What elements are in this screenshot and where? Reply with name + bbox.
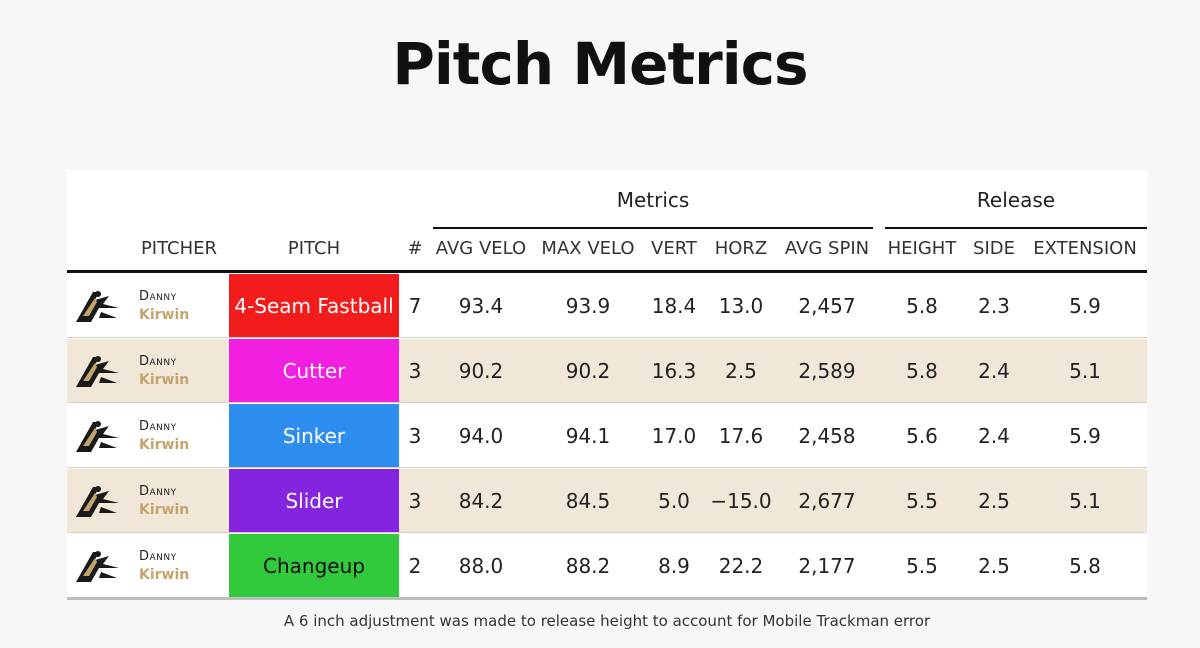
group-release-rule xyxy=(885,227,1147,229)
pitcher-first-name: Danny xyxy=(139,354,177,369)
col-height: HEIGHT xyxy=(887,238,957,259)
cell-extension: 5.9 xyxy=(1069,294,1101,318)
pitcher-first-name: Danny xyxy=(139,419,177,434)
cell-side: 2.5 xyxy=(978,489,1010,513)
table-row: Danny Kirwin Sinker 3 94.0 94.1 17.0 17.6 2,458 5… xyxy=(67,404,1147,468)
footnote: A 6 inch adjustment was made to release … xyxy=(283,612,931,630)
col-pitch: PITCH xyxy=(287,238,341,259)
pitch-metrics-table: Metrics Release PITCHER PITCH # AVG VELO… xyxy=(67,170,1147,600)
cell-max-velo: 88.2 xyxy=(565,554,611,578)
cell-horz: 17.6 xyxy=(718,424,764,448)
pitcher-first-name: Danny xyxy=(139,549,177,564)
pitch-type-cell: Sinker xyxy=(229,404,399,468)
cell-vert: 17.0 xyxy=(651,424,697,448)
cell-count: 7 xyxy=(408,294,422,318)
pitcher-name: Danny Kirwin xyxy=(139,418,189,454)
cell-count: 2 xyxy=(408,554,422,578)
cell-avg-velo: 88.0 xyxy=(458,554,504,578)
col-extension: EXTENSION xyxy=(1033,238,1137,259)
cell-vert: 8.9 xyxy=(658,554,690,578)
pitcher-name: Danny Kirwin xyxy=(139,548,189,584)
col-horz: HORZ xyxy=(714,238,768,259)
cell-avg-velo: 94.0 xyxy=(458,424,504,448)
cell-avg-spin: 2,677 xyxy=(798,489,856,513)
cell-extension: 5.8 xyxy=(1069,554,1101,578)
cell-count: 3 xyxy=(408,489,422,513)
cell-max-velo: 94.1 xyxy=(565,424,611,448)
cell-count: 3 xyxy=(408,359,422,383)
row-separator xyxy=(67,337,1147,338)
cell-vert: 5.0 xyxy=(658,489,690,513)
col-max-velo: MAX VELO xyxy=(541,238,635,259)
table-row: Danny Kirwin Changeup 2 88.0 88.2 8.9 22.2 2,177… xyxy=(67,534,1147,598)
cell-vert: 16.3 xyxy=(651,359,697,383)
cell-avg-spin: 2,458 xyxy=(798,424,856,448)
table-row: Danny Kirwin Cutter 3 90.2 90.2 16.3 2.5 2,589 5.… xyxy=(67,339,1147,403)
team-logo-icon xyxy=(73,286,123,326)
cell-side: 2.3 xyxy=(978,294,1010,318)
group-release-label: Release xyxy=(976,188,1056,212)
cell-avg-spin: 2,457 xyxy=(798,294,856,318)
cell-max-velo: 93.9 xyxy=(565,294,611,318)
col-pitcher: PITCHER xyxy=(140,238,218,259)
page-title: Pitch Metrics xyxy=(392,30,808,98)
pitcher-last-name: Kirwin xyxy=(139,307,190,323)
table-bottom-rule xyxy=(67,597,1147,600)
col-vert: VERT xyxy=(651,238,697,259)
col-avg-spin: AVG SPIN xyxy=(784,238,870,259)
pitcher-first-name: Danny xyxy=(139,289,177,304)
pitcher-last-name: Kirwin xyxy=(139,567,190,583)
cell-horz: 2.5 xyxy=(725,359,757,383)
pitcher-last-name: Kirwin xyxy=(139,437,190,453)
cell-extension: 5.9 xyxy=(1069,424,1101,448)
cell-side: 2.5 xyxy=(978,554,1010,578)
team-logo-icon xyxy=(73,416,123,456)
table-row: Danny Kirwin Slider 3 84.2 84.5 5.0 −15.0 2,677 5… xyxy=(67,469,1147,533)
cell-height: 5.6 xyxy=(906,424,938,448)
cell-height: 5.8 xyxy=(906,359,938,383)
col-count: # xyxy=(407,238,423,259)
pitcher-last-name: Kirwin xyxy=(139,372,190,388)
pitch-type-cell: 4-Seam Fastball xyxy=(229,274,399,338)
col-avg-velo: AVG VELO xyxy=(435,238,527,259)
cell-avg-velo: 84.2 xyxy=(458,489,504,513)
cell-height: 5.8 xyxy=(906,294,938,318)
cell-horz: −15.0 xyxy=(710,489,772,513)
cell-count: 3 xyxy=(408,424,422,448)
cell-extension: 5.1 xyxy=(1069,359,1101,383)
cell-side: 2.4 xyxy=(978,359,1010,383)
table-row: Danny Kirwin 4-Seam Fastball 7 93.4 93.9 18.4 1… xyxy=(67,274,1147,338)
cell-max-velo: 84.5 xyxy=(565,489,611,513)
cell-avg-spin: 2,177 xyxy=(798,554,856,578)
pitcher-name: Danny Kirwin xyxy=(139,353,189,389)
pitch-type-cell: Slider xyxy=(229,469,399,533)
cell-horz: 13.0 xyxy=(718,294,764,318)
cell-avg-velo: 93.4 xyxy=(458,294,504,318)
header-rule xyxy=(67,270,1147,273)
group-metrics-label: Metrics xyxy=(616,188,690,212)
row-separator xyxy=(67,467,1147,468)
col-side: SIDE xyxy=(973,238,1015,259)
pitcher-last-name: Kirwin xyxy=(139,502,190,518)
team-logo-icon xyxy=(73,546,123,586)
cell-extension: 5.1 xyxy=(1069,489,1101,513)
cell-height: 5.5 xyxy=(906,554,938,578)
team-logo-icon xyxy=(73,481,123,521)
pitcher-first-name: Danny xyxy=(139,484,177,499)
cell-vert: 18.4 xyxy=(651,294,697,318)
group-metrics-rule xyxy=(433,227,873,229)
pitcher-name: Danny Kirwin xyxy=(139,483,189,519)
row-separator xyxy=(67,402,1147,403)
pitch-type-cell: Cutter xyxy=(229,339,399,403)
cell-avg-velo: 90.2 xyxy=(458,359,504,383)
cell-side: 2.4 xyxy=(978,424,1010,448)
cell-avg-spin: 2,589 xyxy=(798,359,856,383)
pitcher-name: Danny Kirwin xyxy=(139,288,189,324)
cell-horz: 22.2 xyxy=(718,554,764,578)
team-logo-icon xyxy=(73,351,123,391)
row-separator xyxy=(67,532,1147,533)
cell-height: 5.5 xyxy=(906,489,938,513)
pitch-type-cell: Changeup xyxy=(229,534,399,598)
cell-max-velo: 90.2 xyxy=(565,359,611,383)
